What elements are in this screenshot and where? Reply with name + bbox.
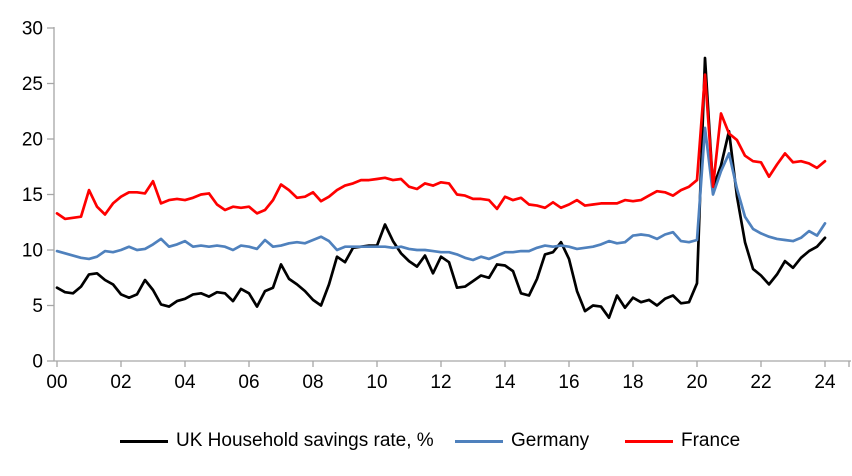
series-line-2 (55, 73, 827, 221)
x-tick-label: 18 (622, 372, 643, 393)
y-tick-label: 30 (22, 19, 43, 40)
legend-label-france: France (681, 430, 741, 451)
x-tick-label: 22 (750, 372, 771, 393)
uk-line-swatch (120, 439, 168, 443)
legend-item-france: France (625, 429, 740, 453)
savings-rate-line-chart: 0 5 10 15 20 25 30 00 02 04 06 08 10 12 14 16 18 20 22 24 (22, 19, 851, 393)
x-tick-label: 20 (686, 372, 707, 393)
x-tick-label: 06 (238, 372, 259, 393)
x-tick-label: 16 (558, 372, 579, 393)
x-tick-label: 12 (430, 372, 451, 393)
legend-item-germany: Germany (455, 429, 589, 453)
x-tick-label: 24 (814, 372, 836, 393)
x-tick-label: 02 (110, 372, 131, 393)
x-tick-label: 00 (46, 372, 67, 393)
series-line-1 (55, 126, 827, 262)
chart-legend: UK Household savings rate, % Germany Fra… (0, 429, 852, 453)
x-tick-label: 04 (174, 372, 196, 393)
y-tick-label: 10 (22, 241, 43, 262)
y-tick-label: 0 (32, 352, 43, 373)
x-tick-label: 10 (366, 372, 387, 393)
x-tick-label: 08 (302, 372, 323, 393)
y-tick-label: 15 (22, 185, 43, 206)
legend-label-uk: UK Household savings rate, % (176, 430, 434, 451)
y-tick-label: 20 (22, 130, 43, 151)
y-tick-label: 5 (32, 296, 43, 317)
france-line-swatch (625, 439, 673, 443)
legend-label-germany: Germany (511, 430, 590, 451)
legend-item-uk: UK Household savings rate, % (120, 429, 434, 453)
germany-line-swatch (455, 439, 503, 443)
y-tick-label: 25 (22, 74, 43, 95)
series-line-0 (55, 56, 827, 320)
x-tick-label: 14 (494, 372, 516, 393)
